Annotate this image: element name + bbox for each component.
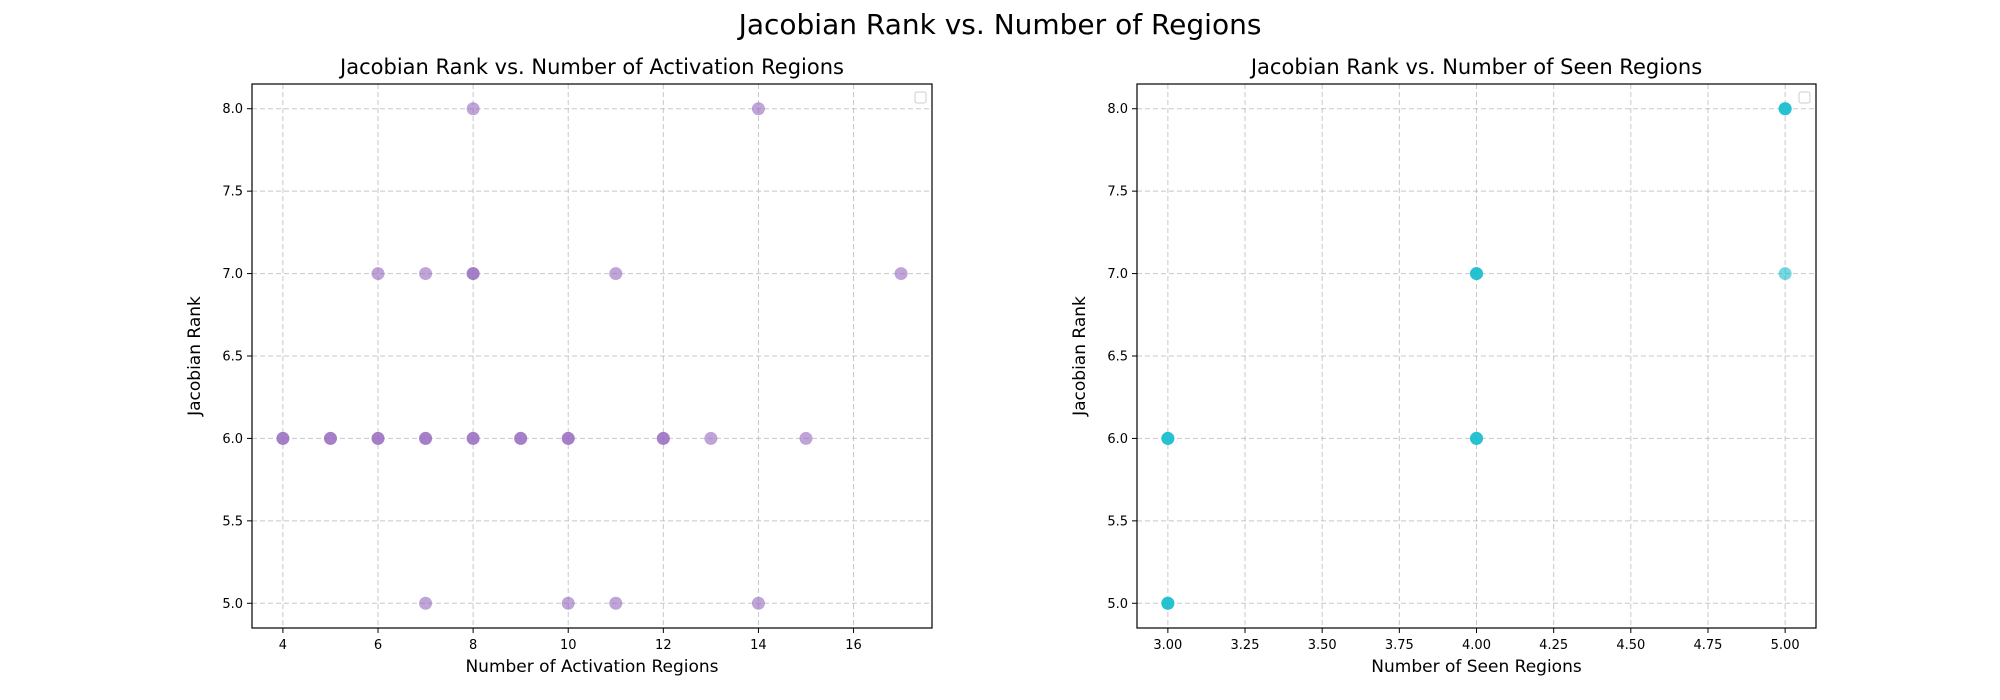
grid-lines [1137, 84, 1816, 628]
data-point [466, 431, 480, 445]
data-point [419, 267, 433, 281]
y-tick-label: 6.0 [1107, 432, 1128, 447]
x-tick-label: 3.25 [1231, 638, 1260, 653]
subplot-title: Jacobian Rank vs. Number of Activation R… [338, 55, 844, 79]
data-point [1470, 431, 1483, 445]
data-point [609, 267, 623, 281]
x-axis-label: Number of Activation Regions [465, 657, 718, 677]
data-point [466, 102, 480, 116]
x-tick-label: 10 [560, 638, 577, 653]
y-tick-label: 7.5 [222, 185, 243, 200]
data-point [1778, 267, 1792, 281]
data-point [799, 431, 813, 445]
y-tick-label: 7.0 [222, 267, 243, 282]
data-point [323, 431, 337, 445]
y-tick-label: 5.0 [222, 597, 243, 612]
data-point [419, 596, 433, 610]
x-tick-label: 16 [845, 638, 862, 653]
y-tick-label: 8.0 [1107, 102, 1128, 117]
legend-box [1798, 91, 1811, 104]
data-point [514, 431, 528, 445]
seen-regions-scatter-panel: 3.00 3.25 3.50 3.75 4.00 4.25 4.50 4.75 5.00 5.0… [1070, 55, 1817, 677]
data-point [371, 431, 385, 445]
data-point [1778, 102, 1792, 116]
y-tick-label: 5.5 [222, 514, 243, 529]
x-tick-label: 8 [469, 638, 477, 653]
x-tick-label: 4 [279, 638, 287, 653]
y-axis-ticks: 5.0 5.5 6.0 6.5 7.0 7.5 8.0 [1107, 102, 1137, 612]
x-tick-label: 14 [750, 638, 767, 653]
y-tick-label: 6.0 [222, 432, 243, 447]
x-tick-label: 4.50 [1616, 638, 1645, 653]
y-tick-label: 7.0 [1107, 267, 1128, 282]
legend-box [914, 91, 927, 104]
x-tick-label: 12 [655, 638, 672, 653]
y-axis-label: Jacobian Rank [1070, 296, 1090, 417]
y-tick-label: 5.0 [1107, 597, 1128, 612]
x-axis-ticks: 4 6 8 10 12 14 16 [279, 628, 862, 653]
x-tick-label: 4.00 [1462, 638, 1491, 653]
figure-title: Jacobian Rank vs. Number of Regions [738, 8, 1262, 41]
activation-regions-scatter-panel: 4 6 8 10 12 14 16 5.0 5.5 6.0 6.5 7.0 7.5 8.0 Jacobi… [185, 55, 933, 677]
data-point [751, 596, 765, 610]
x-tick-label: 3.50 [1308, 638, 1337, 653]
x-tick-label: 5.00 [1771, 638, 1800, 653]
x-tick-label: 3.00 [1153, 638, 1182, 653]
y-tick-label: 8.0 [222, 102, 243, 117]
y-tick-label: 6.5 [222, 350, 243, 365]
data-point [704, 431, 718, 445]
data-point [419, 431, 433, 445]
y-axis-label: Jacobian Rank [185, 296, 205, 417]
data-point [561, 431, 575, 445]
data-point [1161, 431, 1175, 445]
x-axis-label: Number of Seen Regions [1371, 657, 1582, 677]
y-axis-ticks: 5.0 5.5 6.0 6.5 7.0 7.5 8.0 [222, 102, 252, 612]
data-point [894, 267, 908, 281]
data-points [276, 102, 908, 610]
data-point [1161, 596, 1175, 610]
data-point [656, 431, 670, 445]
data-point [466, 267, 480, 281]
subplot-title: Jacobian Rank vs. Number of Seen Regions [1249, 55, 1702, 79]
grid-lines [252, 84, 932, 628]
data-point [1470, 267, 1483, 281]
x-tick-label: 3.75 [1385, 638, 1414, 653]
x-axis-ticks: 3.00 3.25 3.50 3.75 4.00 4.25 4.50 4.75 5.00 [1153, 628, 1800, 653]
data-point [609, 596, 623, 610]
data-point [276, 431, 290, 445]
x-tick-label: 4.25 [1539, 638, 1568, 653]
x-tick-label: 4.75 [1694, 638, 1723, 653]
x-tick-label: 6 [374, 638, 382, 653]
data-points [1161, 102, 1792, 610]
data-point [751, 102, 765, 116]
y-tick-label: 5.5 [1107, 514, 1128, 529]
data-point [371, 267, 385, 281]
y-tick-label: 6.5 [1107, 350, 1128, 365]
data-point [561, 596, 575, 610]
y-tick-label: 7.5 [1107, 185, 1128, 200]
